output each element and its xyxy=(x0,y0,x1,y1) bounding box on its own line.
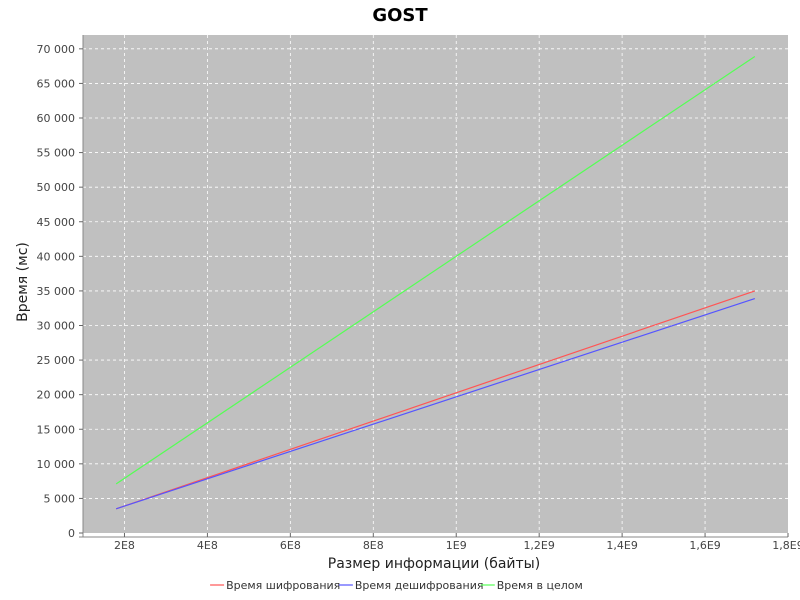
y-tick-label: 15 000 xyxy=(37,423,76,436)
axes xyxy=(79,35,788,538)
y-tick-label: 0 xyxy=(68,527,75,540)
legend-label-1: Время шифрования xyxy=(226,579,340,592)
x-tick-label: 1,6E9 xyxy=(689,539,720,552)
legend-label-3: Время в целом xyxy=(497,579,583,592)
series-line-3 xyxy=(115,55,756,485)
y-tick-label: 55 000 xyxy=(37,147,76,160)
y-axis-ticks: 0 5 000 10 000 15 000 20 000 25 000 30 000 35 0… xyxy=(37,43,83,540)
series-line-2 xyxy=(115,297,756,510)
y-tick-label: 60 000 xyxy=(37,112,76,125)
legend: Время шифрования Время дешифрования Время … xyxy=(210,579,583,592)
plot-area xyxy=(83,35,788,533)
grid xyxy=(83,35,788,533)
y-tick-label: 45 000 xyxy=(37,216,76,229)
x-axis-ticks: 2E8 4E8 6E8 8E8 1E9 1,2E9 1,4E9 1,6E9 1,8E9 xyxy=(114,533,800,552)
y-axis-label: Время (мс) xyxy=(15,242,31,322)
x-tick-label: 2E8 xyxy=(114,539,135,552)
x-tick-label: 8E8 xyxy=(363,539,384,552)
y-tick-label: 70 000 xyxy=(37,43,76,56)
x-tick-label: 1,8E9 xyxy=(772,539,800,552)
y-tick-label: 20 000 xyxy=(37,389,76,402)
series-line-1 xyxy=(115,290,756,510)
chart-title: GOST xyxy=(372,5,428,26)
x-axis-label: Размер информации (байты) xyxy=(328,556,540,572)
legend-label-2: Время дешифрования xyxy=(355,579,484,592)
x-tick-label: 4E8 xyxy=(197,539,218,552)
x-tick-label: 1,2E9 xyxy=(523,539,554,552)
y-tick-label: 5 000 xyxy=(44,492,76,505)
y-tick-label: 35 000 xyxy=(37,285,76,298)
x-tick-label: 1E9 xyxy=(446,539,467,552)
x-tick-label: 1,4E9 xyxy=(606,539,637,552)
y-tick-label: 65 000 xyxy=(37,77,76,90)
y-tick-label: 10 000 xyxy=(37,458,76,471)
y-tick-label: 25 000 xyxy=(37,354,76,367)
x-tick-label: 6E8 xyxy=(280,539,301,552)
y-tick-label: 50 000 xyxy=(37,181,76,194)
y-tick-label: 30 000 xyxy=(37,320,76,333)
series-lines xyxy=(115,55,756,510)
y-tick-label: 40 000 xyxy=(37,250,76,263)
